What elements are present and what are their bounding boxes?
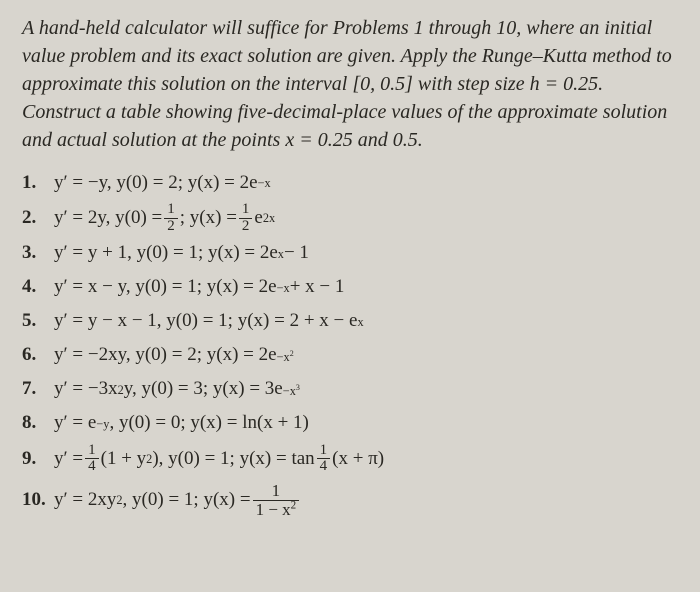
eq-text: ), y(0) = 1; y(x) = tan	[152, 445, 314, 474]
problem-number: 4.	[22, 273, 54, 302]
problem-row: 9. y′ = 14 (1 + y2), y(0) = 1; y(x) = ta…	[22, 443, 680, 476]
eq-exp-sup: 3	[296, 383, 300, 392]
eq-tail: + x − 1	[290, 273, 345, 302]
problem-equation: y′ = y + 1, y(0) = 1; y(x) = 2ex − 1	[54, 239, 680, 268]
frac-num: 1	[164, 202, 178, 218]
problem-equation: y′ = −3x2y, y(0) = 3; y(x) = 3e−x3	[54, 375, 680, 404]
problem-equation: y′ = −y, y(0) = 2; y(x) = 2e−x	[54, 169, 680, 198]
problem-list: 1. y′ = −y, y(0) = 2; y(x) = 2e−x 2. y′ …	[22, 168, 680, 521]
problem-row: 1. y′ = −y, y(0) = 2; y(x) = 2e−x	[22, 168, 680, 198]
problem-number: 6.	[22, 341, 54, 370]
problem-number: 5.	[22, 307, 54, 336]
eq-text: y′ = 2xy	[54, 486, 116, 515]
problem-row: 4. y′ = x − y, y(0) = 1; y(x) = 2e−x + x…	[22, 273, 680, 303]
frac-den: 4	[85, 458, 99, 475]
eq-exp: −x2	[277, 354, 294, 357]
problem-number: 7.	[22, 375, 54, 404]
problem-number: 8.	[22, 409, 54, 438]
fraction: 12	[239, 202, 253, 235]
frac-den: 4	[317, 458, 331, 475]
eq-text: y′ = 2y, y(0) =	[54, 204, 162, 233]
problem-row: 5. y′ = y − x − 1, y(0) = 1; y(x) = 2 + …	[22, 307, 680, 337]
problem-number: 2.	[22, 204, 54, 233]
problem-row: 10. y′ = 2xy 2 , y(0) = 1; y(x) = 1 1 − x2	[22, 479, 680, 521]
eq-text: e	[254, 204, 262, 233]
problem-number: 1.	[22, 169, 54, 198]
eq-tail: (x + π)	[332, 445, 384, 474]
problem-equation: y′ = e−y, y(0) = 0; y(x) = ln(x + 1)	[54, 409, 680, 438]
problem-equation: y′ = x − y, y(0) = 1; y(x) = 2e−x + x − …	[54, 273, 680, 302]
problem-row: 6. y′ = −2xy, y(0) = 2; y(x) = 2e−x2	[22, 341, 680, 371]
frac-num: 1	[85, 443, 99, 459]
problem-number: 9.	[22, 445, 54, 474]
fraction: 14	[85, 443, 99, 476]
problem-row: 8. y′ = e−y, y(0) = 0; y(x) = ln(x + 1)	[22, 409, 680, 439]
eq-text: (1 + y	[101, 445, 147, 474]
fraction: 12	[164, 202, 178, 235]
eq-text: y′ = x − y, y(0) = 1; y(x) = 2e	[54, 273, 277, 302]
frac-den-sup: 2	[291, 499, 297, 511]
problem-row: 2. y′ = 2y, y(0) = 12 ; y(x) = 12 e2x	[22, 202, 680, 235]
instruction-text: A hand-held calculator will suffice for …	[22, 14, 680, 154]
eq-exp: −x3	[283, 388, 300, 391]
eq-text: y′ = e	[54, 409, 96, 438]
eq-tail: − 1	[284, 239, 309, 268]
frac-num: 1	[317, 443, 331, 459]
eq-text: ; y(x) =	[180, 204, 237, 233]
problem-equation: y′ = 2y, y(0) = 12 ; y(x) = 12 e2x	[54, 202, 680, 235]
frac-num: 1	[239, 202, 253, 218]
eq-tail: , y(0) = 0; y(x) = ln(x + 1)	[109, 409, 308, 438]
problem-number: 10.	[22, 486, 54, 515]
eq-text: y′ = −2xy, y(0) = 2; y(x) = 2e	[54, 341, 277, 370]
eq-text: , y(0) = 1; y(x) =	[123, 486, 251, 515]
problem-equation: y′ = −2xy, y(0) = 2; y(x) = 2e−x2	[54, 341, 680, 370]
fraction: 1 1 − x2	[253, 482, 300, 519]
fraction: 14	[317, 443, 331, 476]
frac-num: 1	[269, 482, 284, 500]
frac-den: 2	[164, 218, 178, 235]
problem-row: 3. y′ = y + 1, y(0) = 1; y(x) = 2ex − 1	[22, 239, 680, 269]
frac-den: 1 − x2	[253, 500, 300, 519]
eq-exp-sup: 2	[290, 349, 294, 358]
frac-den: 2	[239, 218, 253, 235]
eq-text: y′ =	[54, 445, 83, 474]
problem-row: 7. y′ = −3x2y, y(0) = 3; y(x) = 3e−x3	[22, 375, 680, 405]
problem-equation: y′ = y − x − 1, y(0) = 1; y(x) = 2 + x −…	[54, 307, 680, 336]
problem-equation: y′ = 14 (1 + y2), y(0) = 1; y(x) = tan 1…	[54, 443, 680, 476]
eq-text: y, y(0) = 3; y(x) = 3e	[124, 375, 283, 404]
eq-text: y′ = y − x − 1, y(0) = 1; y(x) = 2 + x −…	[54, 307, 357, 336]
problem-equation: y′ = 2xy 2 , y(0) = 1; y(x) = 1 1 − x2	[54, 482, 680, 519]
eq-text: y′ = −y, y(0) = 2; y(x) = 2e	[54, 169, 258, 198]
eq-text: y′ = −3x	[54, 375, 118, 404]
problem-number: 3.	[22, 239, 54, 268]
eq-text: y′ = y + 1, y(0) = 1; y(x) = 2e	[54, 239, 278, 268]
